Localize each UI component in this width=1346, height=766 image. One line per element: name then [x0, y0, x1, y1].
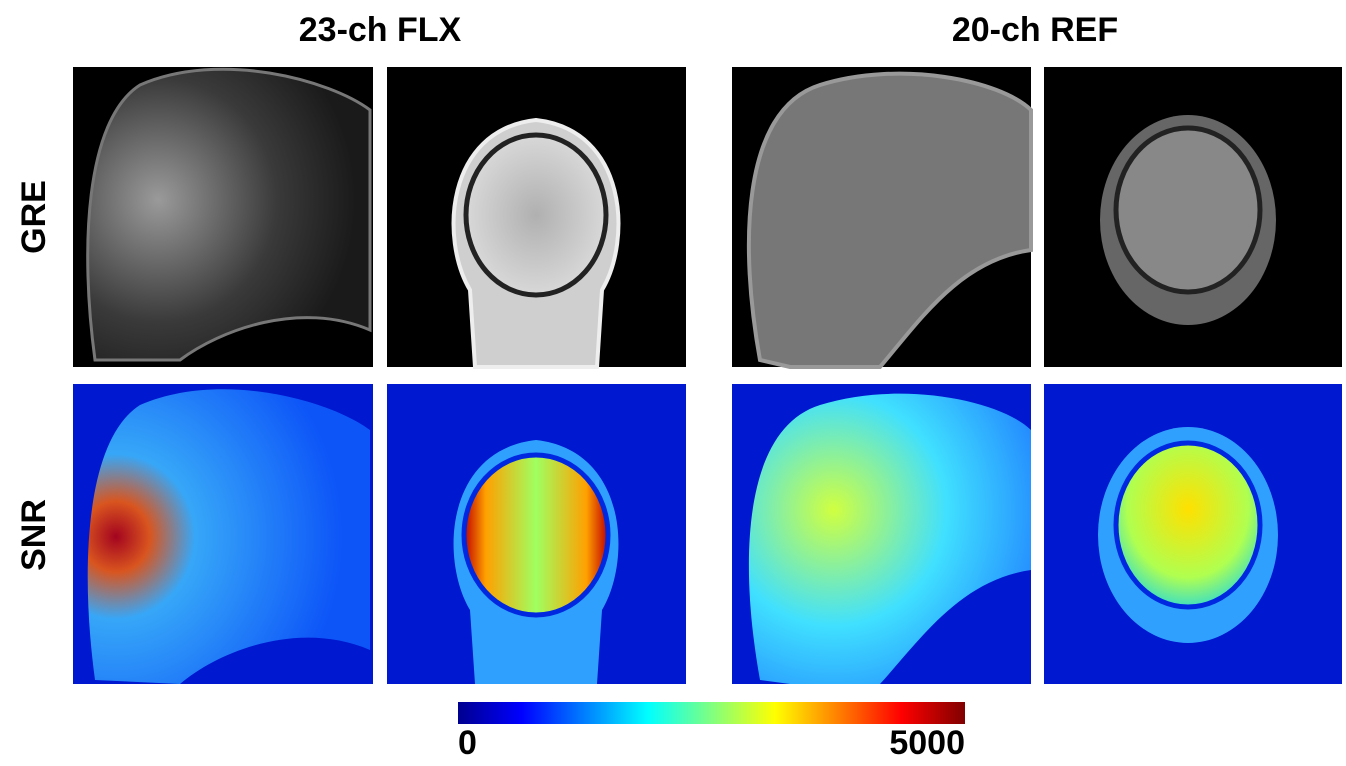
- column-title: 20-ch REF: [952, 11, 1118, 49]
- snr-sagittal-flx: [73, 384, 373, 684]
- row-label: GRE: [15, 180, 53, 254]
- figure: 23-ch FLX 20-ch REF GRE SNR 0500: [0, 0, 1346, 761]
- gre-coronal-ref: [1044, 67, 1342, 367]
- row-label: SNR: [15, 499, 53, 571]
- page: {"columns": ["23-ch FLX", "20-ch REF"], …: [0, 0, 1346, 761]
- snr-coronal-ref: [1044, 384, 1342, 684]
- snr-coronal-flx: [387, 384, 686, 684]
- colorbar-ticks: 0 5000: [458, 724, 965, 761]
- gre-coronal-flx: [387, 67, 686, 367]
- colorbar-tick-label: 5000: [889, 724, 965, 761]
- snr-sagittal-ref: [732, 384, 1031, 684]
- gre-sagittal-ref: [732, 67, 1031, 367]
- colorbar-tick-label: 0: [458, 724, 477, 761]
- colorbar: [458, 702, 965, 724]
- gre-sagittal-flx: [73, 67, 373, 367]
- column-title: 23-ch FLX: [299, 11, 462, 49]
